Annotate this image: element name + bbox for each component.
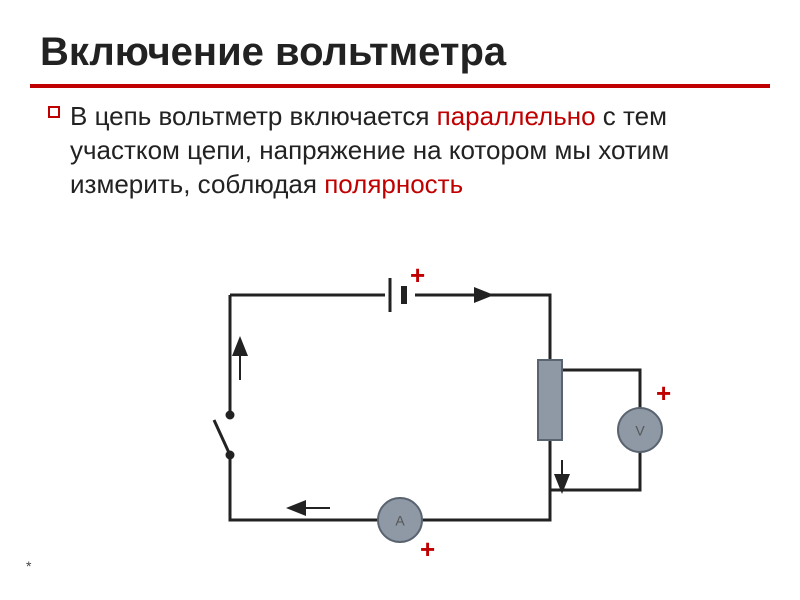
current-arrows [240,295,562,508]
bullet-icon [48,106,60,118]
plus-ammeter: + [420,534,435,560]
body-t1: В цепь вольтметр включается [70,101,437,131]
ammeter-icon: A [378,498,422,542]
body-hl1: параллельно [437,101,596,131]
plus-battery: + [410,260,425,290]
footnote-asterisk: * [26,558,31,574]
switch-icon [214,412,233,458]
body-hl2: полярность [324,169,463,199]
plus-voltmeter: + [656,378,671,408]
page-title: Включение вольтметра [40,30,506,75]
ammeter-label: A [395,513,405,529]
voltmeter-label: V [635,423,645,439]
battery-icon [390,278,404,312]
title-underline [30,84,770,88]
resistor-icon [538,360,562,440]
wires [230,295,640,520]
body-text: В цепь вольтметр включается параллельно … [70,100,760,201]
voltmeter-icon: V [618,408,662,452]
circuit-diagram: V A + + + [170,260,690,560]
